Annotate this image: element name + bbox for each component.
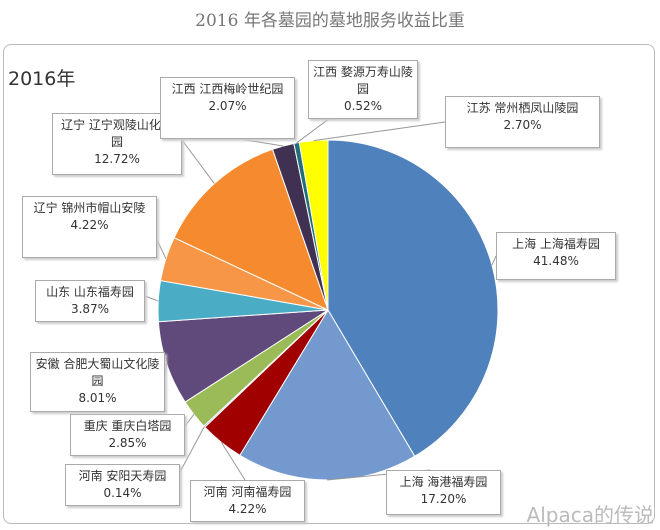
category-label: 山东 山东福寿园 xyxy=(46,285,134,299)
value-label: 3.87% xyxy=(70,302,110,316)
chart-title: 2016 年各墓园的墓地服务收益比重 xyxy=(195,11,465,31)
value-label: 0.52% xyxy=(343,99,383,113)
data-label: 河南 安阳天寿园 0.14% xyxy=(65,464,180,506)
data-label: 江西 江西梅岭世纪园 2.07% xyxy=(160,77,295,139)
value-label: 2.85% xyxy=(108,436,147,450)
value-label: 4.22% xyxy=(70,218,109,232)
leader-line xyxy=(239,138,284,147)
data-label: 山东 山东福寿园 3.87% xyxy=(35,280,145,322)
value-label: 2.70% xyxy=(503,118,542,132)
data-label: 江苏 常州栖凤山陵园 2.70% xyxy=(445,96,600,148)
category-label: 重庆 重庆白塔园 xyxy=(83,419,172,433)
value-label: 12.72% xyxy=(94,152,140,166)
category-label: 江苏 常州栖凤山陵园 xyxy=(466,101,579,115)
category-label: 辽宁 锦州市帽山安陵 xyxy=(33,201,146,215)
category-label: 江西 婺源万寿山陵园 xyxy=(313,65,413,96)
leader-line xyxy=(184,414,195,427)
data-label: 重庆 重庆白塔园 2.85% xyxy=(70,414,185,456)
value-label: 17.20% xyxy=(420,492,467,506)
category-label: 河南 河南福寿园 xyxy=(203,485,292,499)
leader-line xyxy=(179,426,205,473)
data-label: 上海 海港福寿园 17.20% xyxy=(386,470,501,515)
data-label: 河南 河南福寿园 4.22% xyxy=(190,480,305,522)
chart-frame xyxy=(3,44,655,524)
category-label: 河南 安阳天寿园 xyxy=(78,469,167,483)
leader-line xyxy=(220,442,246,481)
category-label: 上海 上海福寿园 xyxy=(512,237,600,251)
data-label: 辽宁 锦州市帽山安陵 4.22% xyxy=(22,196,157,258)
data-label: 安徽 合肥大蜀山文化陵园 8.01% xyxy=(30,352,165,412)
data-label: 上海 上海福寿园 41.48% xyxy=(496,232,616,280)
data-label: 江西 婺源万寿山陵园 0.52% xyxy=(308,60,418,119)
chart-subtitle: 2016年 xyxy=(8,68,76,90)
value-label: 41.48% xyxy=(533,254,579,268)
leader-line xyxy=(181,139,215,184)
leader-line xyxy=(144,295,159,302)
value-label: 2.07% xyxy=(208,99,247,113)
pie-slice xyxy=(327,139,499,457)
category-label: 安徽 合肥大蜀山文化陵园 xyxy=(35,357,160,388)
value-label: 8.01% xyxy=(78,391,117,405)
category-label: 辽宁 辽宁观陵山化陵园 xyxy=(61,118,173,149)
pie-slice xyxy=(173,148,329,311)
leader-line xyxy=(156,239,167,259)
category-label: 江西 江西梅岭世纪园 xyxy=(171,82,284,96)
leader-line xyxy=(296,117,331,144)
pie-slice xyxy=(298,139,329,311)
leader-line xyxy=(491,255,497,266)
value-label: 4.22% xyxy=(228,502,267,516)
leader-line xyxy=(164,363,168,377)
watermark: Alpaca的传说 xyxy=(526,503,654,527)
category-label: 上海 海港福寿园 xyxy=(399,475,488,489)
value-label: 0.14% xyxy=(103,486,142,500)
leader-line xyxy=(313,121,446,142)
